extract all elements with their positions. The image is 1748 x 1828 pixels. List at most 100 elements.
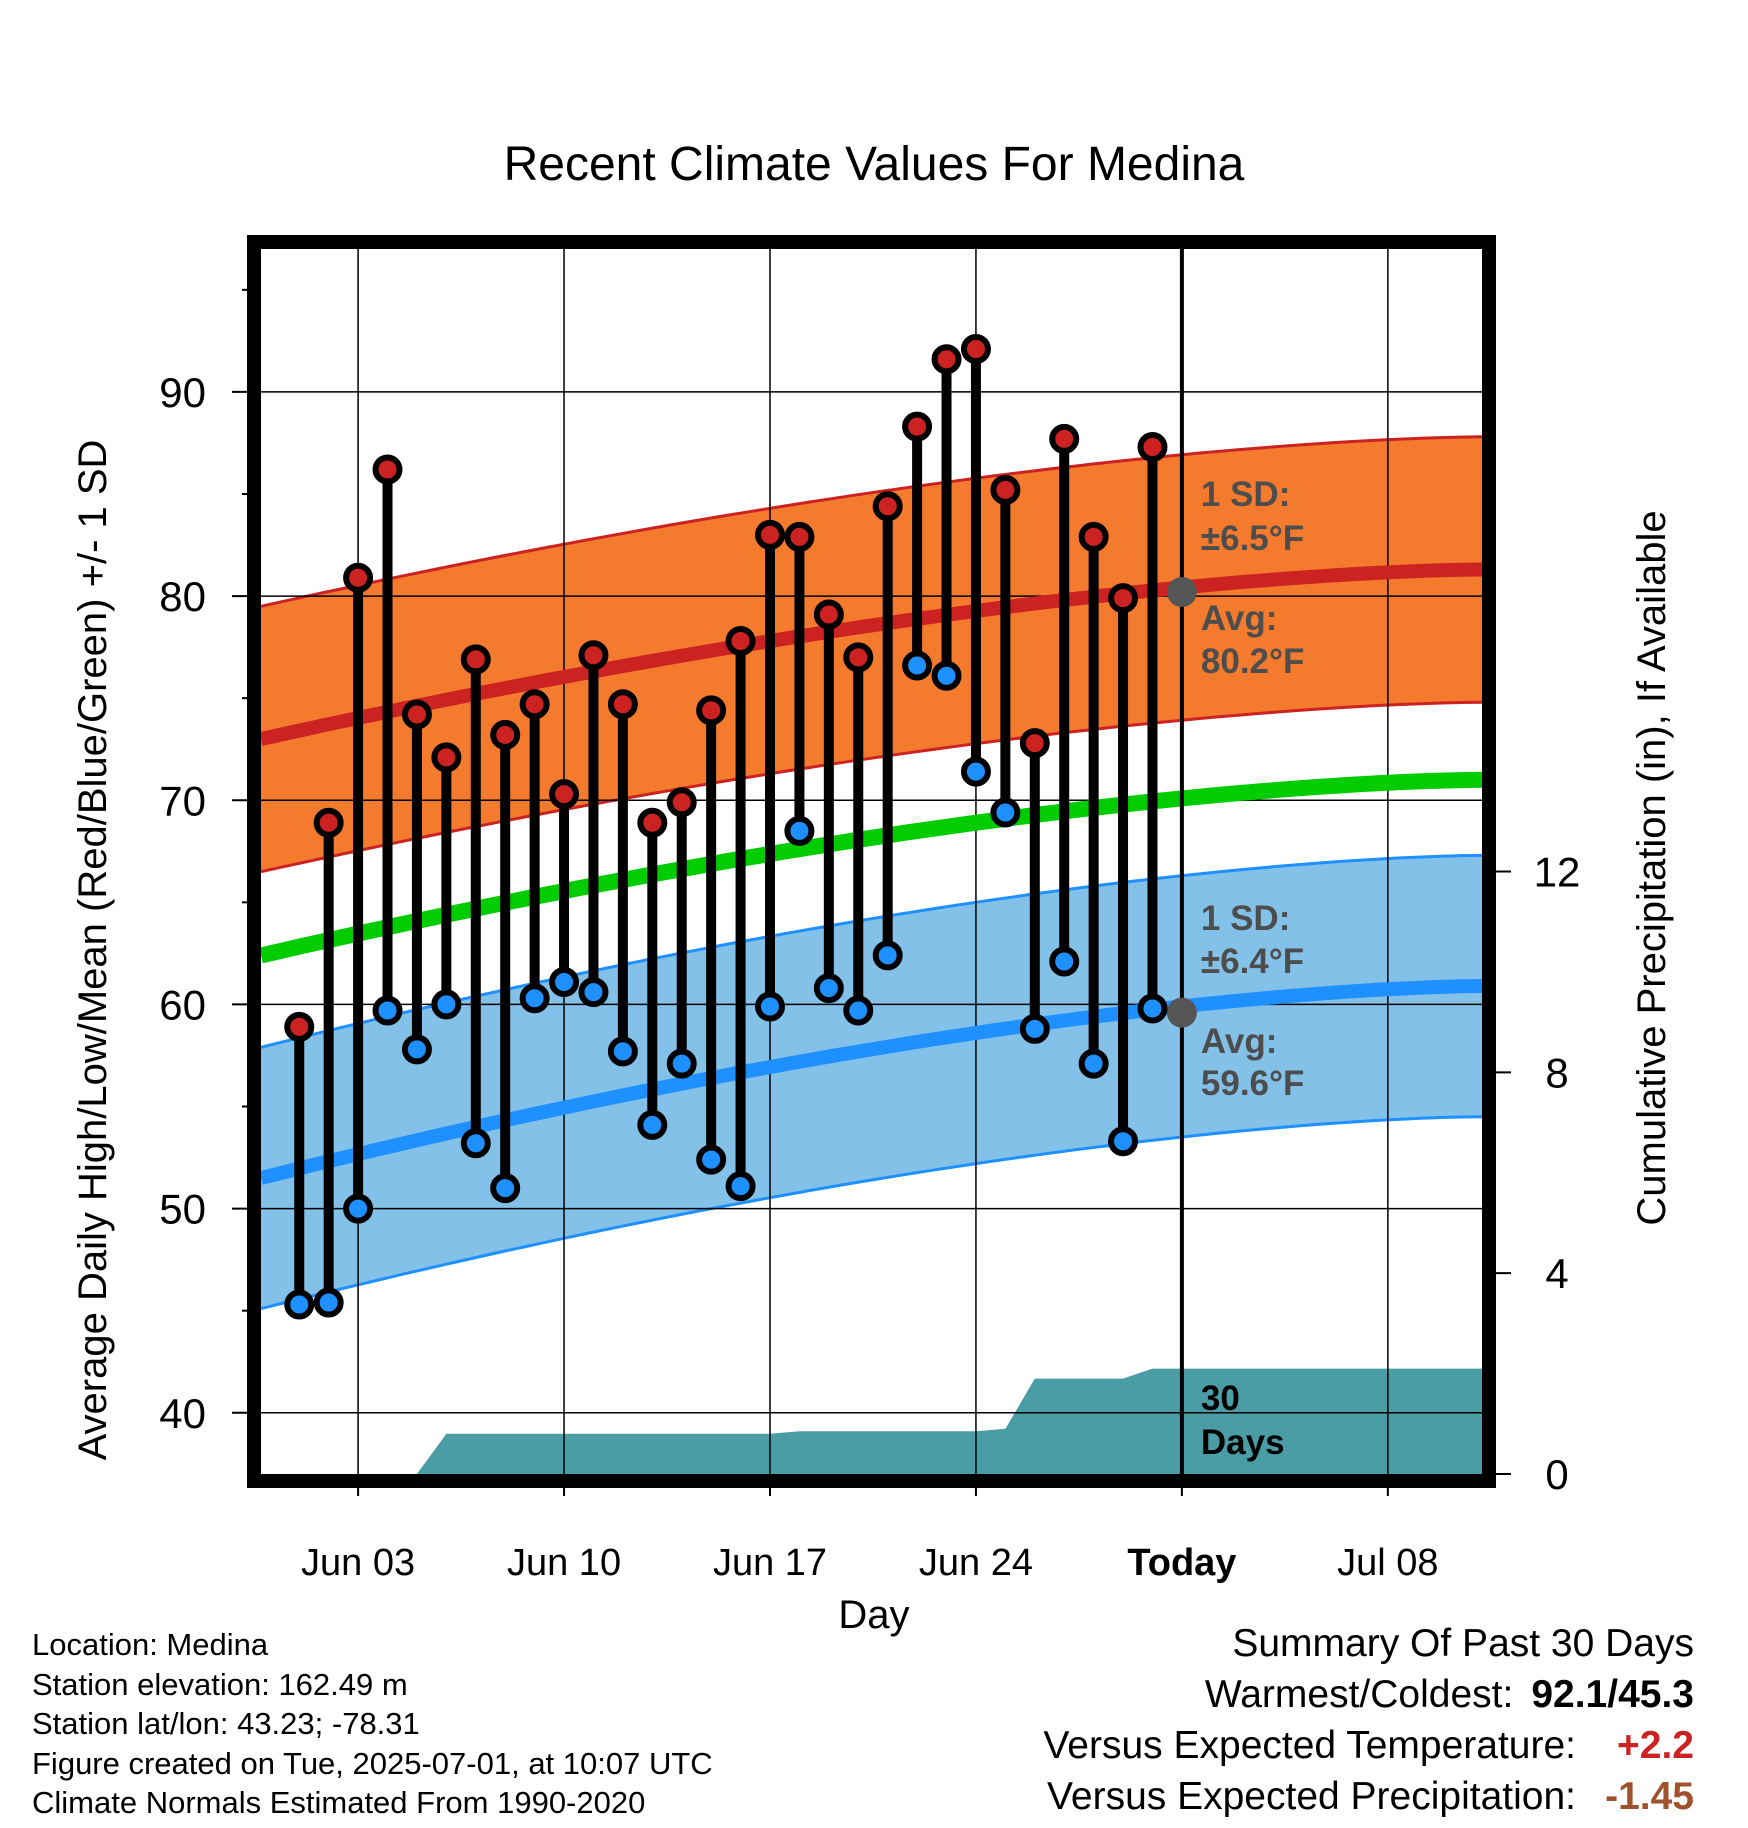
summary-precip-row: Versus Expected Precipitation: -1.45 [1043,1771,1694,1822]
low-point [313,1287,344,1318]
y-left-tick-label: 70 [159,777,206,824]
precip-label-days: Days [1201,1423,1285,1462]
low-point [696,1144,727,1175]
high-point [872,491,903,522]
y-left-tick-label: 40 [159,1390,206,1437]
high-point [284,1011,315,1042]
high-point [1108,583,1139,614]
high-sd-value: ±6.5°F [1201,519,1304,558]
high-sd-lower-line [261,700,1482,874]
high-point [519,689,550,720]
low-avg-line [261,979,1482,1185]
low-point [1108,1126,1139,1157]
y-right-tick-label: 8 [1545,1049,1568,1096]
high-point [578,640,609,671]
station-info: Location: Medina Station elevation: 162.… [32,1625,713,1823]
low-point [1078,1048,1109,1079]
location-text: Location: Medina [32,1627,269,1662]
x-axis-label: Day [838,1593,909,1637]
warmest-value: 92.1/45.3 [1531,1673,1694,1716]
summary-warmest-row: Warmest/Coldest: 92.1/45.3 [1043,1669,1694,1720]
x-tick-label: Jun 03 [301,1542,415,1584]
low-point [549,966,580,997]
low-point [666,1048,697,1079]
high-point [696,695,727,726]
low-point [960,756,991,787]
low-point [1019,1013,1050,1044]
high-avg-label: Avg: [1201,599,1277,638]
low-point [754,991,785,1022]
low-point [431,989,462,1020]
low-point [725,1171,756,1202]
low-point [784,815,815,846]
precip-value: -1.45 [1605,1775,1694,1818]
low-point [1049,946,1080,977]
today-low-avg-marker [1166,997,1197,1028]
low-sd-label: 1 SD: [1201,899,1290,938]
low-point [843,995,874,1026]
y-right-tick-label: 12 [1534,849,1581,896]
low-point [637,1109,668,1140]
high-sd-upper-line [261,435,1482,608]
high-point [460,644,491,675]
x-tick-label: Jun 10 [507,1542,621,1584]
high-point [754,519,785,550]
plot-frame [247,235,1496,1488]
low-point [990,797,1021,828]
latlon-text: Station lat/lon: 43.23; -78.31 [32,1706,420,1741]
x-tick-label: Jun 24 [919,1542,1033,1584]
low-avg-label: Avg: [1201,1022,1277,1061]
high-point [813,599,844,630]
high-point [313,807,344,838]
high-sd-label: 1 SD: [1201,475,1290,514]
high-point [990,474,1021,505]
low-sd-value: ±6.4°F [1201,942,1304,981]
high-avg-line [261,562,1482,746]
summary-title: Summary Of Past 30 Days [1232,1622,1694,1665]
high-point [666,787,697,818]
temp-value: +2.2 [1617,1724,1694,1767]
high-point [343,562,374,593]
low-point [284,1289,315,1320]
low-point [931,660,962,691]
low-avg-value: 59.6°F [1201,1064,1305,1103]
normals-text: Climate Normals Estimated From 1990-2020 [32,1785,646,1820]
high-point [401,699,432,730]
high-point [725,626,756,656]
x-tick-label: Jun 17 [713,1542,827,1584]
high-point [372,454,403,485]
high-point [1078,521,1109,552]
y-right-tick-label: 4 [1545,1250,1568,1297]
high-point [902,411,933,442]
high-point [931,344,962,375]
high-point [637,807,668,838]
y-right-tick-label: 0 [1545,1451,1568,1498]
low-point [490,1173,521,1204]
plot-area [261,249,1482,1474]
high-point [490,719,521,750]
low-point [872,940,903,971]
high-point [843,642,874,673]
low-point [1137,993,1168,1024]
x-tick-label: Today [1127,1542,1236,1584]
y-left-tick-label: 60 [159,981,206,1028]
precip-area [261,1368,1482,1474]
low-sd-lower-line [261,1115,1482,1311]
high-point [960,334,991,365]
temp-label: Versus Expected Temperature: [1043,1724,1576,1767]
low-sd-band [261,855,1482,1309]
created-text: Figure created on Tue, 2025-07-01, at 10… [32,1745,713,1781]
high-point [1019,728,1050,759]
high-point [784,521,815,552]
high-point [431,742,462,773]
high-point [1137,432,1168,463]
y-left-tick-label: 90 [159,369,206,416]
elevation-text: Station elevation: 162.49 m [32,1666,408,1702]
warmest-label: Warmest/Coldest: [1204,1673,1514,1716]
chart-title: Recent Climate Values For Medina [504,138,1245,191]
high-avg-value: 80.2°F [1201,642,1305,681]
low-point [519,983,550,1014]
y-right-axis-label: Cumulative Precipitation (in), If Availa… [1630,510,1674,1225]
y-left-tick-label: 80 [159,573,206,620]
